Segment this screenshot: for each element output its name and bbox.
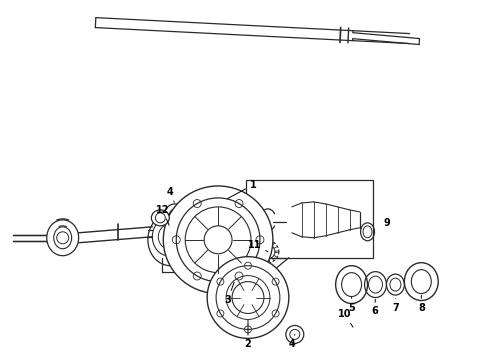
Text: 10: 10 <box>338 310 353 327</box>
Text: 11: 11 <box>248 240 268 252</box>
Text: 3: 3 <box>225 282 234 305</box>
Ellipse shape <box>163 186 273 293</box>
Bar <box>246 180 372 258</box>
Text: 2: 2 <box>245 320 251 349</box>
Text: 1: 1 <box>227 180 256 199</box>
Text: 5: 5 <box>348 297 355 312</box>
Text: 6: 6 <box>371 299 378 316</box>
Text: 9: 9 <box>383 218 390 228</box>
Ellipse shape <box>207 257 289 338</box>
Ellipse shape <box>50 222 72 254</box>
Text: 12: 12 <box>155 205 169 225</box>
Ellipse shape <box>151 210 169 226</box>
Ellipse shape <box>47 220 78 256</box>
Ellipse shape <box>148 214 193 266</box>
Text: 8: 8 <box>418 295 425 312</box>
Text: 7: 7 <box>392 298 399 312</box>
Text: 4: 4 <box>289 334 295 349</box>
Text: 4: 4 <box>167 187 174 202</box>
